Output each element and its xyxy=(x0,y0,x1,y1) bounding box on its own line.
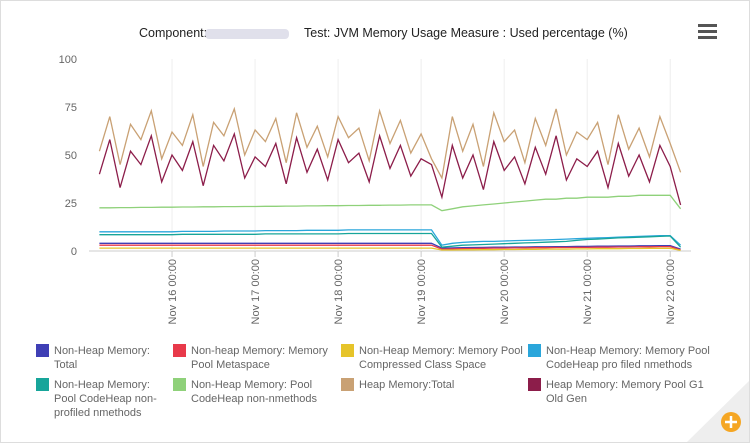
series-line xyxy=(98,106,682,180)
legend-label: Heap Memory:Total xyxy=(359,379,455,391)
series-line xyxy=(99,247,681,252)
x-tick-label: Nov 17 00:00 xyxy=(250,259,262,324)
legend-label: Non-Heap Memory: Memory Pool CodeHeap pr… xyxy=(546,345,710,371)
legend-swatch xyxy=(341,344,354,357)
legend-label: Non-Heap Memory: Pool CodeHeap non-nmeth… xyxy=(191,379,317,405)
series-line xyxy=(99,232,682,248)
x-tick-label: Nov 19 00:00 xyxy=(416,259,428,324)
x-tick-label: Nov 21 00:00 xyxy=(582,259,594,324)
legend-swatch xyxy=(528,378,541,391)
y-tick-label: 100 xyxy=(59,54,77,66)
legend-item[interactable]: Non-Heap Memory: Pool CodeHeap non-profi… xyxy=(36,378,173,420)
y-tick-label: 75 xyxy=(65,102,77,114)
series-line xyxy=(99,242,681,250)
y-tick-label: 25 xyxy=(65,198,77,210)
series-line xyxy=(99,229,682,246)
x-tick-label: Nov 18 00:00 xyxy=(333,259,345,324)
legend-label: Non-Heap Memory: Total xyxy=(54,345,150,371)
x-tick-label: Nov 20 00:00 xyxy=(499,259,511,324)
x-tick-label: Nov 16 00:00 xyxy=(167,259,179,324)
legend-item[interactable]: Non-heap Memory: Memory Pool Metaspace xyxy=(173,344,341,372)
y-tick-label: 0 xyxy=(71,246,77,258)
legend-label: Heap Memory: Memory Pool G1 Old Gen xyxy=(546,379,704,405)
legend: Non-Heap Memory: Total Non-heap Memory: M… xyxy=(36,344,736,420)
component-label: Component: xyxy=(139,26,207,40)
legend-item[interactable]: Non-Heap Memory: Total xyxy=(36,344,173,372)
legend-label: Non-heap Memory: Memory Pool Metaspace xyxy=(191,345,328,371)
legend-label: Non-Heap Memory: Memory Pool Compressed … xyxy=(359,345,523,371)
legend-item[interactable]: Non-Heap Memory: Memory Pool Compressed … xyxy=(341,344,528,372)
add-icon xyxy=(725,416,737,428)
legend-swatch xyxy=(528,344,541,357)
legend-swatch xyxy=(341,378,354,391)
x-tick-label: Nov 22 00:00 xyxy=(665,259,677,324)
legend-item[interactable]: Non-Heap Memory: Pool CodeHeap non-nmeth… xyxy=(173,378,341,420)
series-line xyxy=(99,244,681,251)
legend-item[interactable]: Heap Memory: Memory Pool G1 Old Gen xyxy=(528,378,728,420)
legend-label: Non-Heap Memory: Pool CodeHeap non-profi… xyxy=(54,379,157,419)
legend-swatch xyxy=(36,344,49,357)
legend-swatch xyxy=(36,378,49,391)
legend-swatch xyxy=(173,344,186,357)
legend-swatch xyxy=(173,378,186,391)
series-line xyxy=(99,194,682,212)
redacted-name xyxy=(205,29,289,39)
menu-icon[interactable] xyxy=(698,24,717,39)
legend-item[interactable]: Heap Memory:Total xyxy=(341,378,528,420)
series-line xyxy=(98,131,682,206)
chart-title: Test: JVM Memory Usage Measure : Used pe… xyxy=(304,26,628,40)
y-tick-label: 50 xyxy=(65,150,77,162)
legend-item[interactable]: Non-Heap Memory: Memory Pool CodeHeap pr… xyxy=(528,344,728,372)
